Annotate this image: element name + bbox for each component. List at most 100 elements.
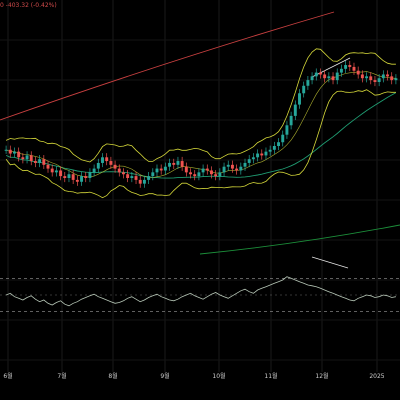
candle-body-61 (260, 153, 264, 156)
trend-line-upper (0, 11, 335, 121)
candle-body-30 (130, 176, 134, 178)
candle-body-48 (205, 168, 209, 171)
rsi-line (5, 276, 396, 307)
candle-body-19 (84, 176, 88, 178)
candle-body-35 (151, 172, 155, 177)
candle-body-47 (201, 168, 205, 173)
candle-body-44 (189, 172, 192, 175)
candle-body-86 (365, 76, 369, 79)
candle-body-68 (289, 115, 293, 126)
bollinger-bands (5, 48, 396, 199)
moving-average-long (5, 92, 397, 179)
candle-body-60 (256, 153, 260, 158)
candle-body-12 (54, 170, 58, 173)
candle-body-31 (134, 176, 138, 180)
candle-body-83 (352, 66, 356, 71)
candle-body-78 (331, 76, 335, 81)
x-tick-label-5: 11월 (264, 372, 277, 380)
candle-body-64 (272, 146, 276, 150)
x-axis: 6월 7월 8월 9월 10월 11월 12월 2025 (3, 372, 384, 380)
candle-body-26 (113, 164, 117, 169)
candle-body-46 (197, 172, 201, 177)
candle-body-11 (50, 168, 54, 173)
candles (4, 60, 398, 188)
candle-body-92 (390, 76, 394, 81)
moving-averages (5, 92, 400, 255)
candle-body-40 (172, 162, 176, 165)
candle-body-73 (310, 76, 314, 81)
candle-body-51 (218, 172, 222, 177)
candle-body-55 (235, 168, 239, 171)
candle-body-49 (210, 170, 213, 175)
candle-body-43 (184, 166, 188, 173)
candle-body-77 (327, 76, 331, 79)
candle-body-71 (302, 85, 306, 94)
x-tick-label-1: 7월 (57, 372, 66, 380)
divergence-line-price (311, 57, 351, 78)
x-tick-label-0: 6월 (3, 372, 12, 380)
candle-body-91 (386, 74, 389, 77)
candle-body-8 (38, 159, 42, 163)
candle-body-93 (394, 78, 398, 81)
bollinger-middle (5, 71, 396, 178)
candle-body-3 (17, 151, 21, 158)
candle-body-9 (42, 159, 46, 165)
candle-body-10 (46, 164, 50, 169)
candle-body-17 (75, 179, 79, 182)
candle-body-24 (105, 157, 109, 162)
candle-body-58 (247, 159, 251, 163)
rsi-guides (0, 277, 400, 313)
candle-body-90 (381, 74, 385, 79)
candle-body-56 (239, 166, 243, 171)
candle-body-65 (277, 142, 281, 146)
x-tick-label-2: 8월 (108, 372, 117, 380)
candle-body-22 (96, 162, 100, 169)
price-change-header: 0 -403.32 (-0.42%) (0, 2, 57, 9)
candle-body-18 (80, 176, 84, 182)
x-tick-label-3: 9월 (160, 372, 169, 380)
candle-body-28 (121, 172, 125, 175)
divergence-line-rsi (311, 256, 349, 269)
candle-body-14 (63, 176, 67, 178)
candle-body-25 (109, 161, 113, 165)
candle-body-79 (335, 72, 339, 81)
candle-body-74 (314, 72, 318, 77)
candle-body-42 (180, 161, 184, 167)
rsi-series (5, 276, 396, 307)
candle-body-16 (71, 174, 75, 180)
candle-body-33 (142, 179, 146, 184)
bollinger-lower (5, 89, 396, 199)
candle-body-39 (168, 162, 172, 167)
candle-body-87 (369, 76, 373, 81)
candle-body-29 (126, 174, 130, 178)
candle-body-63 (268, 149, 272, 152)
candle-body-36 (155, 168, 159, 173)
candle-body-37 (159, 168, 163, 171)
candle-body-54 (230, 164, 234, 169)
candle-body-57 (243, 162, 247, 167)
candle-body-81 (344, 65, 348, 69)
candle-body-38 (163, 166, 167, 171)
candle-body-53 (226, 164, 230, 167)
grid (0, 0, 400, 372)
candle-body-52 (222, 166, 226, 173)
candle-body-20 (88, 172, 92, 178)
candle-body-41 (176, 161, 180, 165)
candle-body-62 (264, 151, 268, 156)
moving-average-far (199, 224, 400, 255)
candle-body-66 (281, 134, 285, 143)
candle-body-6 (29, 155, 33, 162)
x-tick-label-4: 10월 (212, 372, 225, 380)
candle-body-69 (293, 104, 297, 116)
candle-body-70 (298, 93, 301, 105)
x-tick-label-7: 2025 (369, 373, 384, 380)
candle-body-23 (101, 157, 104, 163)
candle-body-50 (214, 174, 218, 177)
candle-body-2 (13, 151, 16, 154)
candle-body-7 (33, 161, 37, 163)
candle-body-45 (193, 174, 197, 177)
candle-body-1 (8, 149, 12, 154)
candle-body-84 (356, 70, 360, 75)
bollinger-upper (5, 48, 396, 163)
